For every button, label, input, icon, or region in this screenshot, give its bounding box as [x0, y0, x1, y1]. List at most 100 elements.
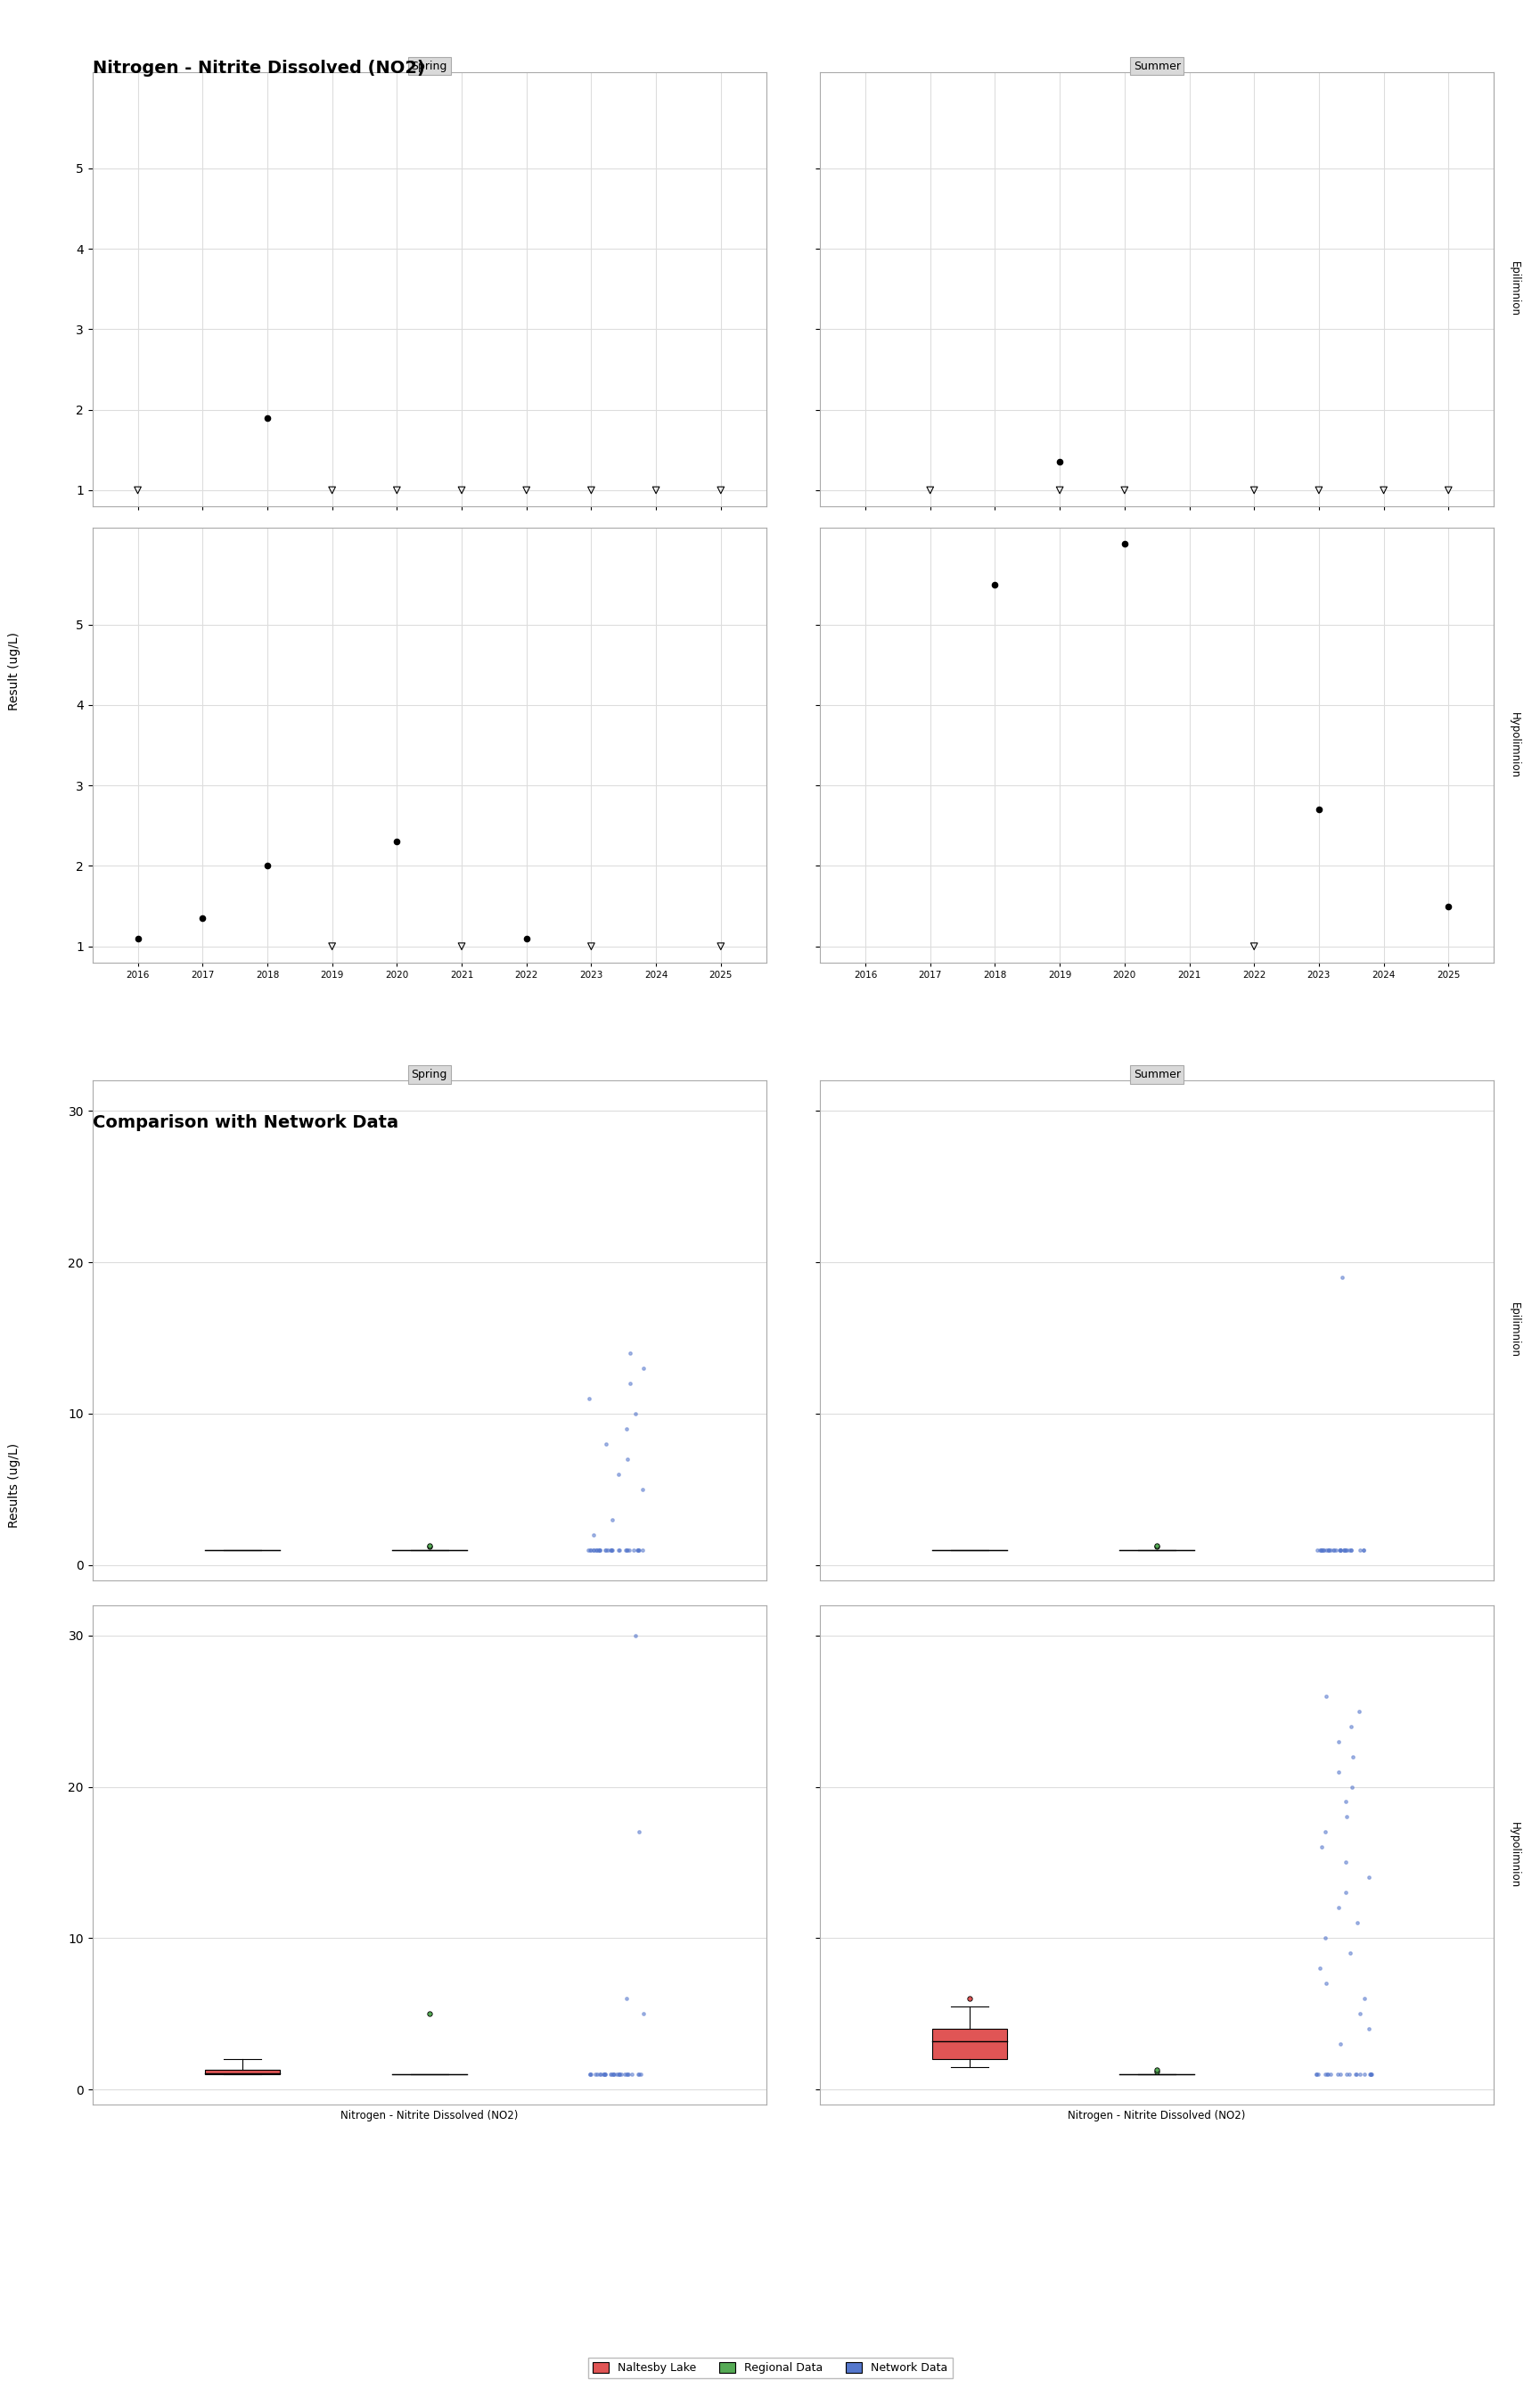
Point — [1327, 1531, 1352, 1569]
Point — [1343, 2056, 1368, 2094]
Point — [1334, 2056, 1358, 2094]
Point — [1311, 1531, 1335, 1569]
Point — [983, 565, 1007, 604]
Point — [1357, 1859, 1381, 1898]
Y-axis label: Epilimnion: Epilimnion — [1509, 1303, 1520, 1359]
Point — [628, 2056, 653, 2094]
Point — [1348, 2056, 1372, 2094]
Point — [256, 398, 280, 436]
Point — [1371, 472, 1395, 510]
Point — [450, 472, 474, 510]
Point — [588, 1531, 613, 1569]
Point — [1332, 1531, 1357, 1569]
Point — [587, 1531, 611, 1569]
Point — [1337, 1531, 1361, 1569]
Point — [581, 1531, 605, 1569]
Point — [618, 1363, 642, 1402]
Point — [585, 2056, 610, 2094]
Point — [191, 898, 216, 937]
Point — [1306, 791, 1331, 829]
Point — [708, 927, 733, 966]
Point — [1334, 1843, 1358, 1881]
Point — [1318, 1531, 1343, 1569]
Point — [578, 2056, 602, 2094]
Point — [1340, 1737, 1364, 1775]
Point — [1340, 1768, 1364, 1807]
Point — [616, 1531, 641, 1569]
Point — [601, 2056, 625, 2094]
Point — [614, 1409, 639, 1447]
Point — [602, 2056, 627, 2094]
Point — [613, 2056, 638, 2094]
Point — [614, 2056, 639, 2094]
Legend: Naltesby Lake, Regional Data, Network Data: Naltesby Lake, Regional Data, Network Da… — [588, 2358, 952, 2379]
Point — [1338, 1531, 1363, 1569]
Text: Comparison with Network Data: Comparison with Network Data — [92, 1114, 399, 1131]
Point — [584, 1531, 608, 1569]
Point — [627, 1531, 651, 1569]
Point — [1144, 1526, 1169, 1565]
Point — [599, 2056, 624, 2094]
Title: Spring: Spring — [411, 1069, 447, 1081]
Point — [417, 1526, 442, 1565]
Point — [618, 1335, 642, 1373]
Point — [1304, 2056, 1329, 2094]
Point — [1318, 2056, 1343, 2094]
Point — [599, 1531, 624, 1569]
Point — [614, 1531, 639, 1569]
Point — [417, 1996, 442, 2034]
Point — [585, 1531, 610, 1569]
Text: Result (ug/L): Result (ug/L) — [8, 633, 20, 709]
Point — [607, 1531, 631, 1569]
Point — [625, 1531, 650, 1569]
Point — [1326, 1723, 1351, 1761]
Point — [631, 1349, 656, 1387]
X-axis label: Nitrogen - Nitrite Dissolved (NO2): Nitrogen - Nitrite Dissolved (NO2) — [1069, 2108, 1246, 2120]
Point — [1314, 2056, 1338, 2094]
Point — [918, 472, 942, 510]
Point — [1306, 472, 1331, 510]
Point — [614, 1440, 639, 1478]
Point — [610, 2056, 634, 2094]
Title: Spring: Spring — [411, 60, 447, 72]
Point — [514, 472, 539, 510]
Point — [579, 927, 604, 966]
Point — [588, 2056, 613, 2094]
Point — [613, 1531, 638, 1569]
Point — [320, 472, 345, 510]
Y-axis label: Hypolimnion: Hypolimnion — [1509, 712, 1520, 779]
Point — [607, 1531, 631, 1569]
Point — [596, 1531, 621, 1569]
Point — [631, 1996, 656, 2034]
Point — [958, 1979, 983, 2017]
Point — [1437, 472, 1461, 510]
Point — [1327, 1531, 1352, 1569]
Point — [1338, 1531, 1363, 1569]
Point — [1358, 2056, 1383, 2094]
Point — [584, 1531, 608, 1569]
Point — [582, 1517, 607, 1555]
Point — [1358, 2056, 1383, 2094]
Point — [1358, 2056, 1383, 2094]
Point — [598, 2056, 622, 2094]
Point — [708, 472, 733, 510]
Point — [514, 920, 539, 958]
Point — [1241, 472, 1266, 510]
Point — [1317, 1531, 1341, 1569]
Point — [1326, 1751, 1351, 1790]
Point — [1337, 2056, 1361, 2094]
Point — [622, 1394, 647, 1433]
Point — [576, 1531, 601, 1569]
Point — [1047, 472, 1072, 510]
Point — [627, 2056, 651, 2094]
Point — [1334, 1874, 1358, 1912]
Point — [1112, 472, 1137, 510]
Point — [621, 1531, 645, 1569]
Point — [1314, 1919, 1338, 1958]
Point — [1334, 1783, 1358, 1821]
Point — [385, 822, 410, 860]
Point — [1112, 525, 1137, 563]
Point — [593, 2056, 618, 2094]
Title: Summer: Summer — [1133, 1069, 1181, 1081]
Point — [599, 1531, 624, 1569]
